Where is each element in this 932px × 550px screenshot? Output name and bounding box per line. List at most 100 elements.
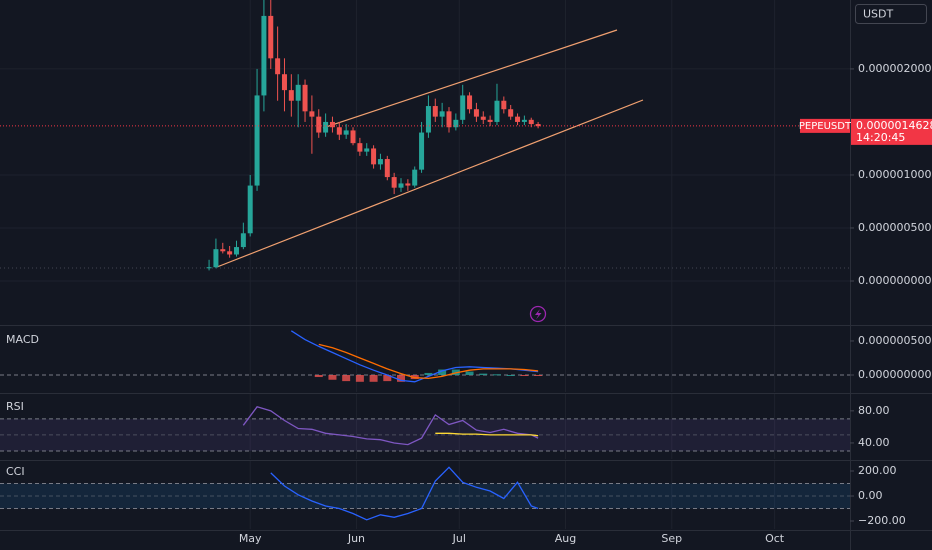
histogram-bar bbox=[438, 369, 447, 375]
candle-body bbox=[473, 109, 479, 117]
indicator-line bbox=[242, 406, 539, 446]
candle-body bbox=[535, 124, 541, 127]
icon-bolt[interactable] bbox=[535, 309, 542, 320]
candle-body bbox=[329, 121, 335, 128]
candle-body bbox=[206, 267, 212, 269]
y-tick-label: 0.00000000000 bbox=[858, 274, 932, 287]
replay-icon[interactable] bbox=[529, 305, 547, 323]
candle-body bbox=[432, 106, 438, 117]
candle-body bbox=[254, 95, 260, 186]
candle-body bbox=[309, 111, 315, 117]
x-tick-label: Jul bbox=[452, 532, 466, 545]
histogram-bar bbox=[534, 374, 543, 376]
grid bbox=[0, 0, 850, 529]
candle-body bbox=[343, 130, 349, 135]
candle-body bbox=[419, 132, 425, 170]
currency-box[interactable] bbox=[855, 4, 927, 24]
candle-body bbox=[494, 100, 500, 122]
histogram-bar bbox=[424, 372, 433, 375]
countdown-label: 14:20:45 bbox=[856, 131, 905, 144]
currency-label[interactable]: USDT bbox=[863, 8, 894, 21]
candle-body bbox=[467, 95, 473, 110]
candle-body bbox=[453, 119, 459, 128]
indicator-line bbox=[435, 432, 539, 437]
x-tick-label: Aug bbox=[555, 532, 576, 545]
candle-body bbox=[233, 247, 239, 255]
pane-title: CCI bbox=[6, 465, 25, 478]
indicator-line bbox=[318, 343, 539, 380]
x-tick-label: Sep bbox=[661, 532, 682, 545]
y-tick-label: 0.00000050000 bbox=[858, 334, 932, 347]
y-tick-label: 0.00000050000 bbox=[858, 221, 932, 234]
symbol-label: PEPEUSDT bbox=[799, 121, 852, 132]
indicator-line bbox=[290, 330, 539, 383]
y-tick-label: 0.00000000000 bbox=[858, 368, 932, 381]
x-tick-label: Jun bbox=[347, 532, 365, 545]
histogram-bar bbox=[479, 373, 488, 375]
candle-body bbox=[268, 15, 274, 59]
candle-body bbox=[425, 106, 431, 133]
candle-body bbox=[350, 130, 356, 144]
histogram-bar bbox=[492, 374, 501, 376]
candle-body bbox=[412, 169, 418, 186]
candle-body bbox=[487, 119, 493, 122]
candle-body bbox=[501, 100, 507, 110]
candle-body bbox=[371, 148, 377, 165]
y-tick-label: 80.00 bbox=[858, 404, 890, 417]
symbol-tag bbox=[800, 118, 850, 133]
candle-body bbox=[240, 233, 246, 248]
candle-body bbox=[220, 249, 226, 252]
histogram-bar bbox=[506, 374, 515, 376]
candle-body bbox=[213, 249, 219, 268]
candle-body bbox=[261, 15, 267, 96]
x-tick-label: May bbox=[239, 532, 262, 545]
candle-body bbox=[275, 58, 281, 75]
x-tick-label: Oct bbox=[765, 532, 785, 545]
icon-ring[interactable] bbox=[529, 305, 547, 323]
histogram-bar bbox=[328, 374, 337, 380]
candle-body bbox=[439, 111, 445, 117]
candle-body bbox=[364, 148, 370, 152]
pane-title: RSI bbox=[6, 400, 24, 413]
candle-body bbox=[377, 159, 383, 165]
candle-body bbox=[281, 74, 287, 91]
histogram-bar bbox=[314, 374, 323, 378]
candle-body bbox=[480, 116, 486, 120]
candle-body bbox=[323, 121, 329, 133]
candle-body bbox=[357, 143, 363, 152]
candle-body bbox=[398, 183, 404, 188]
overlay: May Jun Jul Aug Sep Oct 0.00000200000 0.0000010… bbox=[239, 62, 932, 545]
channel-upper bbox=[322, 29, 618, 129]
y-tick-label: −200.00 bbox=[858, 514, 906, 527]
y-tick-label: 0.00 bbox=[858, 489, 883, 502]
candle-body bbox=[405, 183, 411, 186]
histogram-bar bbox=[465, 371, 474, 375]
histogram-bar bbox=[355, 374, 364, 382]
y-tick-label: 0.00000100000 bbox=[858, 168, 932, 181]
histogram-bar bbox=[342, 374, 351, 382]
histogram-bar bbox=[369, 374, 378, 382]
candle-body bbox=[336, 127, 342, 135]
histogram-bar bbox=[520, 374, 529, 376]
candle-body bbox=[460, 95, 466, 120]
y-tick-label: 40.00 bbox=[858, 436, 890, 449]
candle-body bbox=[384, 159, 390, 178]
y-tick-label: 200.00 bbox=[858, 464, 897, 477]
histogram-bar bbox=[397, 374, 406, 382]
candle-body bbox=[316, 116, 322, 133]
histogram-bar bbox=[383, 374, 392, 382]
candle-body bbox=[295, 84, 301, 101]
candle-body bbox=[302, 84, 308, 112]
indicator-line bbox=[270, 466, 539, 521]
candle-body bbox=[288, 90, 294, 101]
currency-button[interactable]: USDT bbox=[855, 4, 927, 24]
candle-body bbox=[247, 185, 253, 234]
candle-body bbox=[227, 251, 233, 255]
candle-body bbox=[521, 119, 527, 122]
price-tag bbox=[851, 118, 932, 145]
channel-lower bbox=[216, 99, 644, 268]
marks bbox=[0, 0, 850, 521]
candle-body bbox=[391, 177, 397, 188]
